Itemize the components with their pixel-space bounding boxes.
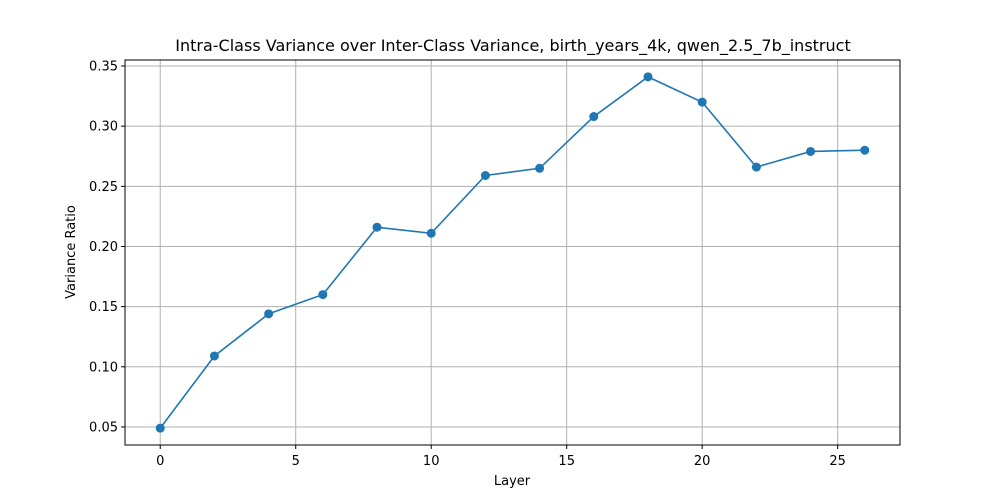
axis-ticks: 0 5 10 15 20 25 0.05 0.10 0.15 0.20 0.25 0.30 0.35: [89, 60, 846, 469]
data-point: [698, 98, 707, 107]
data-point: [373, 223, 382, 232]
x-axis-label: Layer: [494, 474, 531, 489]
y-tick-label: 0.15: [89, 300, 118, 315]
chart-title: Intra-Class Variance over Inter-Class Va…: [175, 36, 850, 56]
grid: [125, 60, 900, 445]
data-point: [264, 309, 273, 318]
y-tick-label: 0.20: [89, 240, 118, 255]
data-point: [860, 146, 869, 155]
x-tick-label: 20: [694, 454, 711, 469]
data-point: [210, 351, 219, 360]
data-point: [156, 424, 165, 433]
x-tick-label: 10: [423, 454, 440, 469]
y-tick-label: 0.35: [89, 60, 118, 75]
data-point: [481, 171, 490, 180]
data-point: [535, 164, 544, 173]
x-tick-label: 0: [156, 454, 164, 469]
y-tick-label: 0.05: [89, 420, 118, 435]
plot-frame: [125, 60, 900, 445]
x-tick-label: 25: [829, 454, 846, 469]
data-point: [427, 229, 436, 238]
series-line: [160, 77, 865, 428]
data-point: [806, 147, 815, 156]
y-tick-label: 0.10: [89, 360, 118, 375]
x-tick-label: 5: [292, 454, 300, 469]
data-point: [752, 163, 761, 172]
y-tick-label: 0.25: [89, 180, 118, 195]
y-axis-label: Variance Ratio: [64, 205, 79, 299]
data-point: [589, 112, 598, 121]
data-point: [318, 290, 327, 299]
x-tick-label: 15: [558, 454, 575, 469]
y-tick-label: 0.30: [89, 120, 118, 135]
data-point: [643, 72, 652, 81]
